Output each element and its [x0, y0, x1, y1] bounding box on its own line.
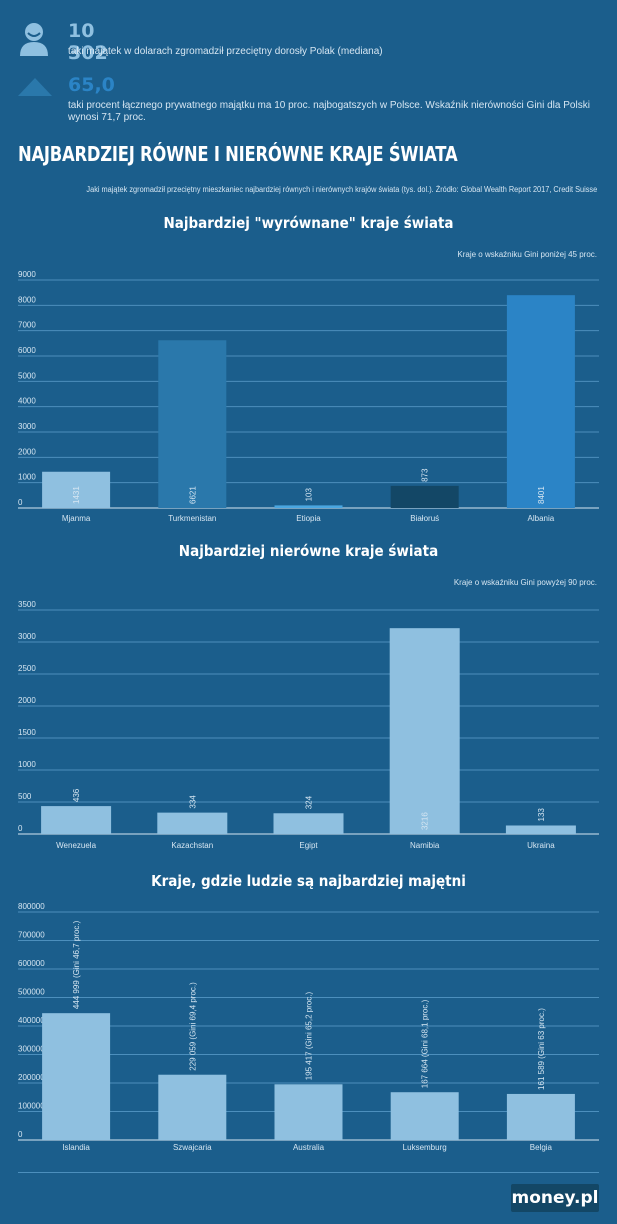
user-icon [20, 23, 48, 56]
y-tick-label: 800000 [18, 902, 45, 911]
x-tick-label: Egipt [299, 841, 318, 850]
y-tick-label: 2500 [18, 664, 36, 673]
chart-title: Najbardziej "wyrównane" kraje świata [163, 214, 454, 232]
x-tick-label: Luksemburg [403, 1143, 447, 1152]
y-tick-label: 500 [18, 792, 32, 801]
bar [506, 1093, 575, 1140]
y-tick-label: 2000 [18, 696, 36, 705]
x-tick-label: Namibia [410, 841, 440, 850]
stat-value: 10 302 [68, 20, 108, 64]
bar [157, 812, 228, 834]
x-tick-label: Australia [293, 1143, 325, 1152]
y-tick-label: 1500 [18, 728, 36, 737]
data-label: 133 [537, 808, 546, 822]
bar [158, 1074, 227, 1140]
data-label: 6621 [188, 486, 197, 504]
data-label: 161 589 (Gini 63 proc.) [537, 1008, 546, 1090]
y-tick-label: 8000 [18, 295, 36, 304]
bar [158, 340, 227, 508]
stat-desc: taki majątek w dolarach zgromadził przec… [68, 46, 383, 57]
data-label: 873 [421, 468, 430, 482]
y-tick-label: 200000 [18, 1073, 45, 1082]
chart-unequal-countries: 0 500 1000 1500 2000 2500 3000 3500 436 Wenezuela… [18, 600, 599, 850]
x-tick-label: Etiopia [296, 514, 321, 523]
x-tick-label: Wenezuela [56, 841, 96, 850]
chart-equal-countries: 0 1000 2000 3000 4000 5000 6000 7000 8000 9000 143… [18, 270, 599, 523]
y-tick-label: 0 [18, 1130, 23, 1139]
y-tick-label: 600000 [18, 959, 45, 968]
y-tick-label: 500000 [18, 988, 45, 997]
y-tick-label: 0 [18, 498, 23, 507]
triangle-icon [18, 78, 52, 96]
stat-desc: taki procent łącznego prywatnego majątku… [68, 100, 590, 123]
data-label: 8401 [537, 486, 546, 504]
x-tick-label: Albania [528, 514, 555, 523]
bar [274, 1084, 343, 1140]
page-heading: NAJBARDZIEJ RÓWNE I NIERÓWNE KRAJE ŚWIAT… [18, 142, 458, 166]
data-label: 334 [188, 795, 197, 809]
bar [505, 825, 576, 834]
data-label: 324 [305, 795, 314, 809]
y-tick-label: 100000 [18, 1102, 45, 1111]
y-tick-label: 2000 [18, 447, 36, 456]
bar [274, 505, 343, 508]
data-label: 103 [305, 487, 314, 501]
stat-value: 65,0 [68, 74, 115, 96]
chart-richest-countries: 0 100000 200000 300000 400000 500000 600000 700… [18, 902, 599, 1152]
data-label: 1431 [72, 486, 81, 504]
y-tick-label: 1000 [18, 760, 36, 769]
data-label: 167 664 (Gini 68,1 proc.) [421, 999, 430, 1088]
data-label: 3216 [421, 812, 430, 830]
y-tick-label: 7000 [18, 321, 36, 330]
x-tick-label: Białoruś [410, 514, 439, 523]
bar [42, 1013, 111, 1140]
chart-note: Kraje o wskaźniku Gini powyżej 90 proc. [453, 578, 597, 587]
y-tick-label: 400000 [18, 1016, 45, 1025]
bottom-divider [18, 1172, 599, 1173]
y-tick-label: 5000 [18, 371, 36, 380]
x-tick-label: Belgia [530, 1143, 553, 1152]
x-tick-label: Turkmenistan [168, 514, 216, 523]
x-tick-label: Mjanma [62, 514, 91, 523]
x-tick-label: Islandia [62, 1143, 90, 1152]
y-tick-label: 3500 [18, 600, 36, 609]
data-label: 444 999 (Gini 46,7 proc.) [72, 920, 81, 1009]
x-tick-label: Kazachstan [171, 841, 213, 850]
data-label: 195 417 (Gini 65,2 proc.) [305, 991, 314, 1080]
page-subtitle: Jaki majątek zgromadził przeciętny miesz… [86, 185, 597, 194]
money-pl-logo: money.pl [511, 1184, 599, 1212]
bar [390, 485, 459, 508]
chart-title: Kraje, gdzie ludzie są najbardziej majęt… [151, 872, 466, 890]
y-tick-label: 6000 [18, 346, 36, 355]
bar [390, 1092, 459, 1140]
chart-note: Kraje o wskaźniku Gini poniżej 45 proc. [457, 250, 597, 259]
data-label: 436 [72, 788, 81, 802]
y-tick-label: 3000 [18, 632, 36, 641]
y-tick-label: 700000 [18, 931, 45, 940]
y-tick-label: 9000 [18, 270, 36, 279]
bar [506, 295, 575, 508]
bar [389, 628, 460, 834]
y-tick-label: 300000 [18, 1045, 45, 1054]
bar [273, 813, 344, 834]
y-tick-label: 0 [18, 824, 23, 833]
bar [42, 471, 111, 508]
data-label: 229 059 (Gini 69,4 proc.) [188, 982, 197, 1071]
x-tick-label: Szwajcaria [173, 1143, 212, 1152]
x-tick-label: Ukraina [527, 841, 555, 850]
chart-title: Najbardziej nierówne kraje świata [178, 542, 439, 560]
y-tick-label: 3000 [18, 422, 36, 431]
bar [41, 806, 112, 834]
y-tick-label: 4000 [18, 397, 36, 406]
y-tick-label: 1000 [18, 473, 36, 482]
